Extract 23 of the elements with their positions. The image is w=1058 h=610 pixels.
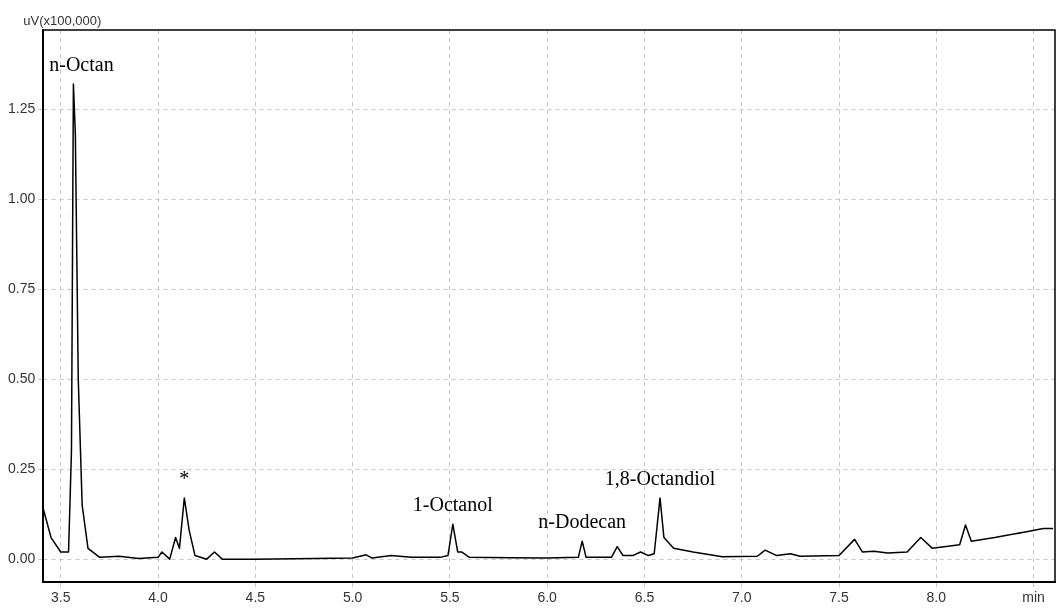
x-tick-label: 8.0: [926, 589, 947, 606]
annotation: *: [179, 467, 190, 490]
x-tick-label: 5.5: [440, 589, 460, 606]
annotation: 1-Octanol: [412, 493, 494, 516]
y-tick-label: 0.00: [8, 550, 36, 567]
x-tick-label: 5.0: [342, 589, 363, 606]
y-tick-label: 1.00: [8, 190, 36, 207]
y-axis-title: uV(x100,000): [23, 13, 102, 29]
annotation: n-Dodecan: [538, 510, 627, 533]
x-tick-label: 7.5: [829, 589, 849, 606]
x-tick-label: 4.5: [245, 589, 266, 606]
y-tick-label: 0.25: [8, 460, 36, 477]
x-tick-label: 3.5: [51, 589, 71, 606]
annotation: 1,8-Octandiol: [604, 467, 716, 490]
x-tick-label: 4.0: [148, 589, 168, 606]
y-tick-label: 0.50: [8, 370, 36, 387]
x-tick-label: 7.0: [732, 589, 752, 606]
annotation: n-Octan: [49, 53, 114, 76]
x-tick-label: 6.0: [537, 589, 558, 606]
x-tick-label: min: [1022, 589, 1045, 606]
y-tick-label: 1.25: [8, 100, 36, 117]
x-tick-label: 6.5: [634, 589, 655, 606]
y-tick-label: 0.75: [8, 280, 36, 297]
